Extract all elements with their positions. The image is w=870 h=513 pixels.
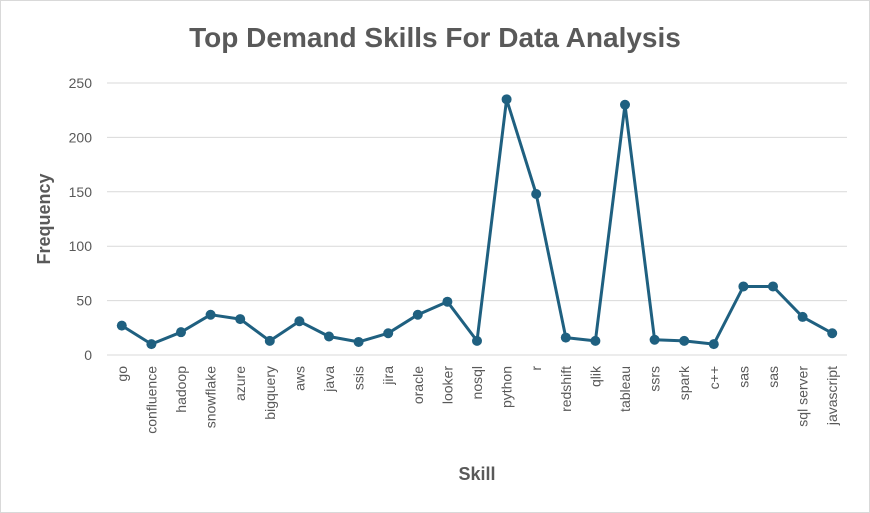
- x-tick-label: aws: [291, 366, 307, 391]
- x-tick-label: ssis: [351, 366, 367, 390]
- data-point: [472, 335, 482, 346]
- x-tick-label: snowflake: [203, 366, 219, 428]
- data-point: [146, 339, 157, 350]
- x-tick-label: qlik: [587, 365, 603, 387]
- y-tick-label: 100: [69, 238, 93, 254]
- data-point: [294, 316, 305, 327]
- x-tick-label: azure: [232, 366, 248, 401]
- x-tick-label: looker: [439, 366, 455, 404]
- gridlines: [107, 82, 847, 356]
- x-tick-label: redshift: [558, 366, 574, 412]
- data-point: [116, 320, 127, 331]
- data-point: [383, 328, 394, 339]
- x-tick-label: sql server: [795, 366, 811, 427]
- data-point: [797, 311, 808, 322]
- data-point: [679, 335, 690, 346]
- data-point: [501, 94, 512, 105]
- y-tick-label: 200: [69, 129, 93, 145]
- x-tick-label: ssrs: [647, 366, 663, 392]
- y-axis-title: Frequency: [34, 173, 54, 264]
- data-point: [649, 334, 660, 345]
- data-point: [708, 339, 719, 350]
- x-tick-label: sas: [735, 366, 751, 388]
- x-tick-label: spark: [676, 365, 692, 400]
- data-point: [205, 309, 216, 320]
- data-point: [531, 188, 542, 199]
- x-tick-label: oracle: [410, 366, 426, 404]
- series-line: [121, 97, 833, 346]
- data-point: [235, 314, 246, 325]
- x-tick-label: python: [499, 366, 515, 408]
- y-tick-label: 150: [69, 184, 93, 200]
- x-tick-label: c++: [706, 366, 722, 389]
- data-point: [176, 327, 186, 338]
- data-point: [353, 336, 364, 347]
- x-tick-label: confluence: [143, 366, 159, 434]
- x-tick-label: sas: [765, 366, 781, 388]
- data-point: [264, 335, 275, 346]
- x-tick-label: java: [321, 366, 337, 393]
- chart-title: Top Demand Skills For Data Analysis: [189, 22, 681, 53]
- x-tick-label: r: [528, 366, 544, 371]
- y-tick-label: 50: [76, 293, 92, 309]
- x-axis-ticks: go confluence hadoop snowflake azure bigquery…: [114, 365, 840, 434]
- data-point: [442, 296, 453, 307]
- x-axis-title: Skill: [458, 464, 495, 484]
- data-point: [560, 332, 571, 343]
- data-point: [768, 281, 778, 292]
- data-point: [827, 328, 838, 339]
- data-point: [590, 335, 601, 346]
- data-point: [412, 309, 423, 320]
- y-axis-ticks: 0 50 100 150 200 250: [69, 75, 93, 363]
- x-tick-label: javascript: [824, 366, 840, 426]
- x-tick-label: go: [114, 366, 130, 382]
- series: [116, 94, 838, 350]
- data-point: [324, 331, 334, 342]
- y-tick-label: 250: [69, 75, 93, 91]
- x-tick-label: jira: [380, 366, 396, 386]
- data-point: [620, 99, 630, 110]
- y-tick-label: 0: [84, 347, 92, 363]
- x-tick-label: tableau: [617, 366, 633, 412]
- x-tick-label: nosql: [469, 366, 485, 399]
- x-tick-label: hadoop: [173, 366, 189, 413]
- data-point: [738, 281, 749, 292]
- x-tick-label: bigquery: [262, 366, 278, 420]
